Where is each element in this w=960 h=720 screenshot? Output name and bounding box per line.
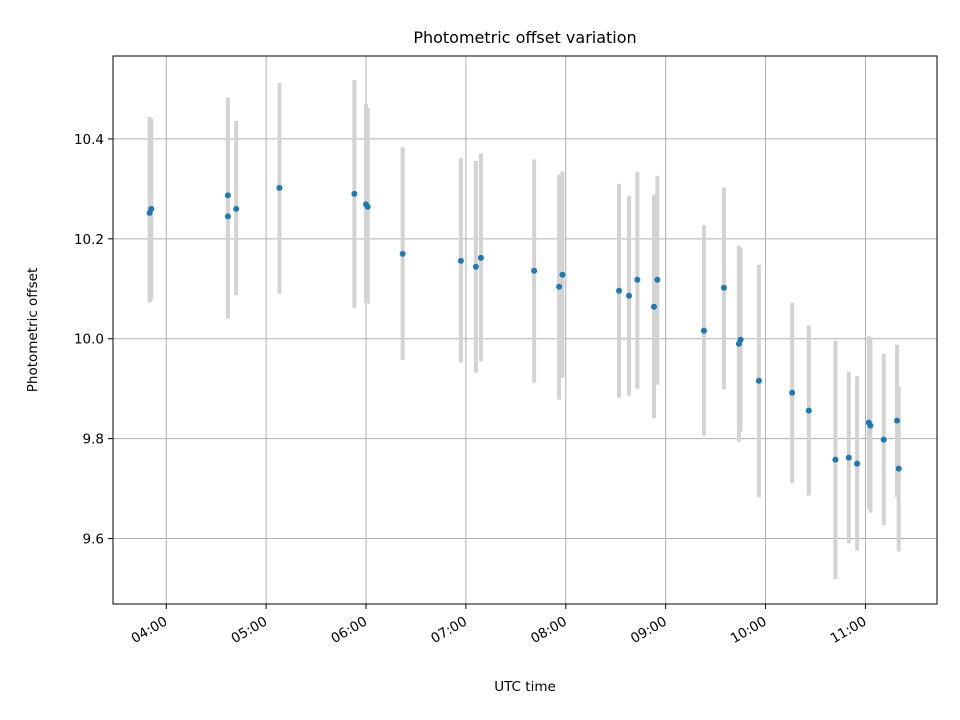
y-axis: 9.6 9.8 10.0 10.2 10.4 — [74, 132, 113, 548]
data-point — [351, 190, 358, 197]
data-point — [457, 257, 464, 264]
data-point — [224, 213, 231, 220]
data-point — [854, 460, 861, 467]
y-tick-label: 10.4 — [74, 132, 104, 148]
data-point — [559, 271, 566, 278]
data-point — [472, 263, 479, 270]
grid — [113, 56, 937, 604]
data-point — [894, 417, 901, 424]
data-point — [654, 276, 661, 283]
data-point — [720, 284, 727, 291]
data-point — [399, 250, 406, 257]
data-point — [651, 303, 658, 310]
data-point — [789, 389, 796, 396]
data-point — [531, 267, 538, 274]
data-point — [845, 454, 852, 461]
data-point — [700, 327, 707, 334]
data-point — [626, 292, 633, 299]
data-point — [276, 184, 283, 191]
data-point — [616, 287, 623, 294]
data-point — [832, 456, 839, 463]
x-axis-label: UTC time — [494, 679, 556, 695]
plot-area — [113, 56, 937, 604]
y-tick-label: 9.6 — [83, 532, 104, 548]
data-point — [755, 377, 762, 384]
data-point — [148, 205, 155, 212]
data-point — [224, 192, 231, 199]
data-point — [895, 465, 902, 472]
y-tick-label: 10.0 — [74, 332, 104, 348]
data-point — [805, 407, 812, 414]
y-axis-label: Photometric offset — [25, 268, 41, 392]
plot-frame — [112, 55, 938, 605]
data-point — [880, 436, 887, 443]
data-point — [634, 276, 641, 283]
y-tick-label: 9.8 — [83, 432, 104, 448]
data-point — [556, 283, 563, 290]
y-tick-label: 10.2 — [74, 232, 104, 248]
data-point — [737, 336, 744, 343]
data-point — [364, 203, 371, 210]
markers — [146, 184, 902, 472]
data-point — [867, 422, 874, 429]
chart-title: Photometric offset variation — [413, 28, 636, 47]
data-point — [477, 254, 484, 261]
data-point — [233, 205, 240, 212]
